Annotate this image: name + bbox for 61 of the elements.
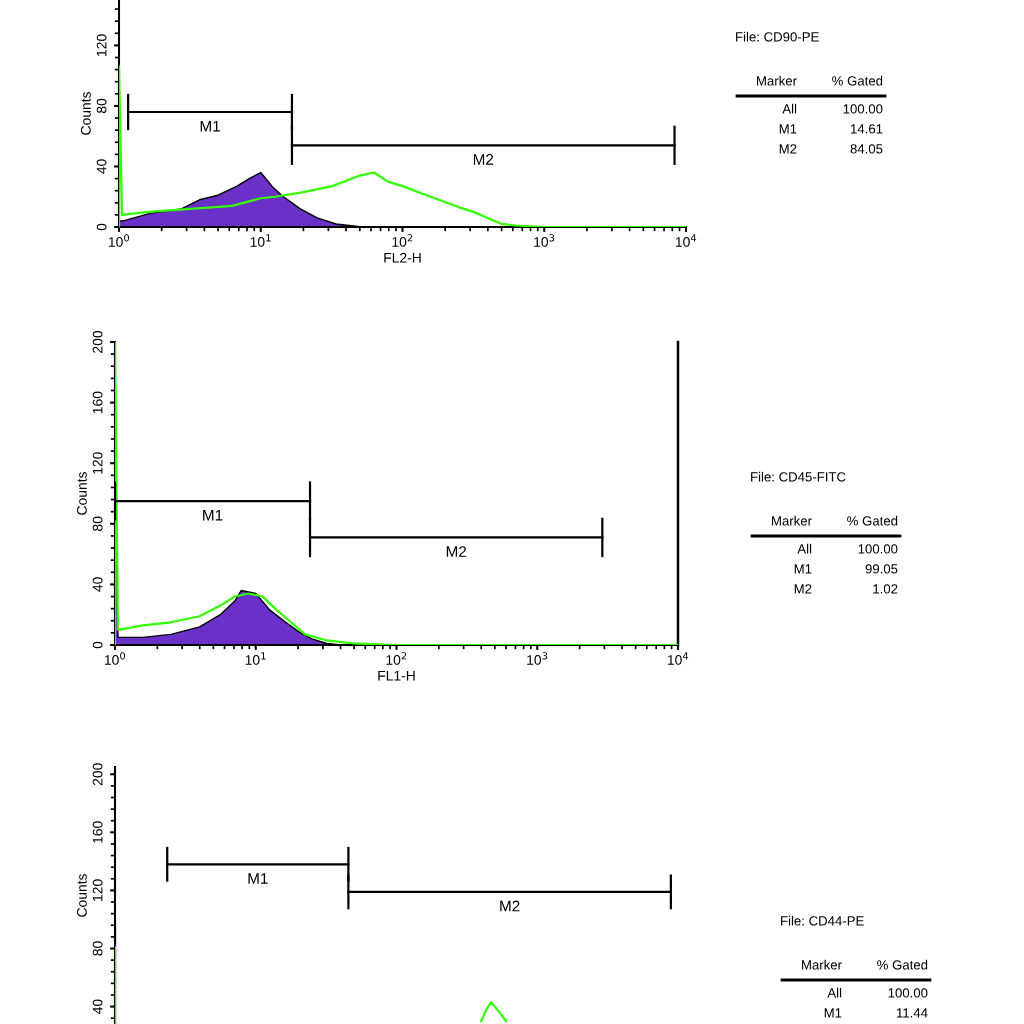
y-tick-label: 80 bbox=[96, 98, 107, 114]
x-tick-label: 10$^{2}$ bbox=[386, 652, 407, 665]
text: 100.00 bbox=[858, 544, 898, 554]
text: Marker bbox=[772, 515, 812, 526]
text: 84.05 bbox=[850, 144, 883, 154]
text: File: CD44-PE bbox=[781, 915, 864, 926]
y-axis-title: Counts bbox=[80, 92, 91, 135]
x-axis-title: FL2-H bbox=[384, 252, 421, 263]
y-tick-label: 200 bbox=[92, 330, 103, 353]
text: M1 bbox=[779, 124, 797, 134]
text: % Gated bbox=[847, 515, 898, 526]
series-label: M1 bbox=[203, 509, 223, 521]
text: 100.00 bbox=[843, 104, 883, 114]
x-tick-label: 10$^{1}$ bbox=[250, 234, 271, 247]
x-tick-label: 10$^{3}$ bbox=[527, 652, 548, 665]
y-tick-label: 40 bbox=[92, 577, 103, 592]
text: All bbox=[782, 103, 797, 114]
y-tick-label: 0 bbox=[92, 641, 103, 649]
text: All bbox=[797, 543, 812, 554]
y-tick-label: 80 bbox=[92, 516, 103, 531]
y-tick-label: 200 bbox=[92, 763, 103, 786]
x-tick-label: 10$^{1}$ bbox=[245, 652, 266, 665]
y-tick-label: 160 bbox=[92, 391, 103, 414]
text: % Gated bbox=[832, 75, 883, 86]
y-tick-label: 0 bbox=[96, 223, 107, 231]
x-tick-label: 10$^{0}$ bbox=[108, 234, 130, 247]
series-label: M2 bbox=[500, 900, 520, 912]
x-tick-label: 10$^{2}$ bbox=[392, 234, 413, 247]
series-label: M2 bbox=[446, 546, 467, 557]
text: M1 bbox=[794, 564, 812, 574]
text: Marker bbox=[757, 75, 797, 86]
text: 99.05 bbox=[865, 564, 898, 574]
y-tick-label: 120 bbox=[92, 879, 103, 901]
text: File: CD90-PE bbox=[736, 31, 819, 42]
text: 14.61 bbox=[850, 124, 883, 134]
text: M1 bbox=[824, 1008, 842, 1018]
y-tick-label: 160 bbox=[92, 821, 103, 843]
text: 11.44 bbox=[896, 1008, 928, 1018]
y-tick-label: 40 bbox=[96, 159, 107, 174]
text: M2 bbox=[794, 584, 812, 594]
text: 100.00 bbox=[888, 988, 928, 998]
y-axis-title: Counts bbox=[76, 874, 87, 917]
text: File: CD45-FITC bbox=[751, 471, 846, 482]
text: % Gated bbox=[877, 959, 928, 970]
text: Marker bbox=[802, 959, 842, 970]
x-tick-label: 10$^{3}$ bbox=[534, 234, 555, 247]
text: All bbox=[827, 987, 842, 998]
text: 1.02 bbox=[873, 584, 898, 594]
y-tick-label: 120 bbox=[96, 34, 107, 56]
series-label: M1 bbox=[200, 120, 220, 132]
x-tick-label: 10$^{4}$ bbox=[675, 234, 697, 247]
text: M2 bbox=[779, 144, 797, 154]
series-label: M1 bbox=[248, 873, 268, 884]
x-axis-title: FL1-H bbox=[378, 670, 415, 681]
series-label: M2 bbox=[473, 154, 494, 165]
y-tick-label: 40 bbox=[92, 999, 103, 1014]
y-tick-label: 80 bbox=[92, 941, 103, 956]
y-axis-title: Counts bbox=[76, 472, 87, 515]
x-tick-label: 10$^{0}$ bbox=[104, 652, 126, 665]
y-tick-label: 120 bbox=[92, 452, 103, 474]
x-tick-label: 10$^{4}$ bbox=[667, 652, 689, 665]
